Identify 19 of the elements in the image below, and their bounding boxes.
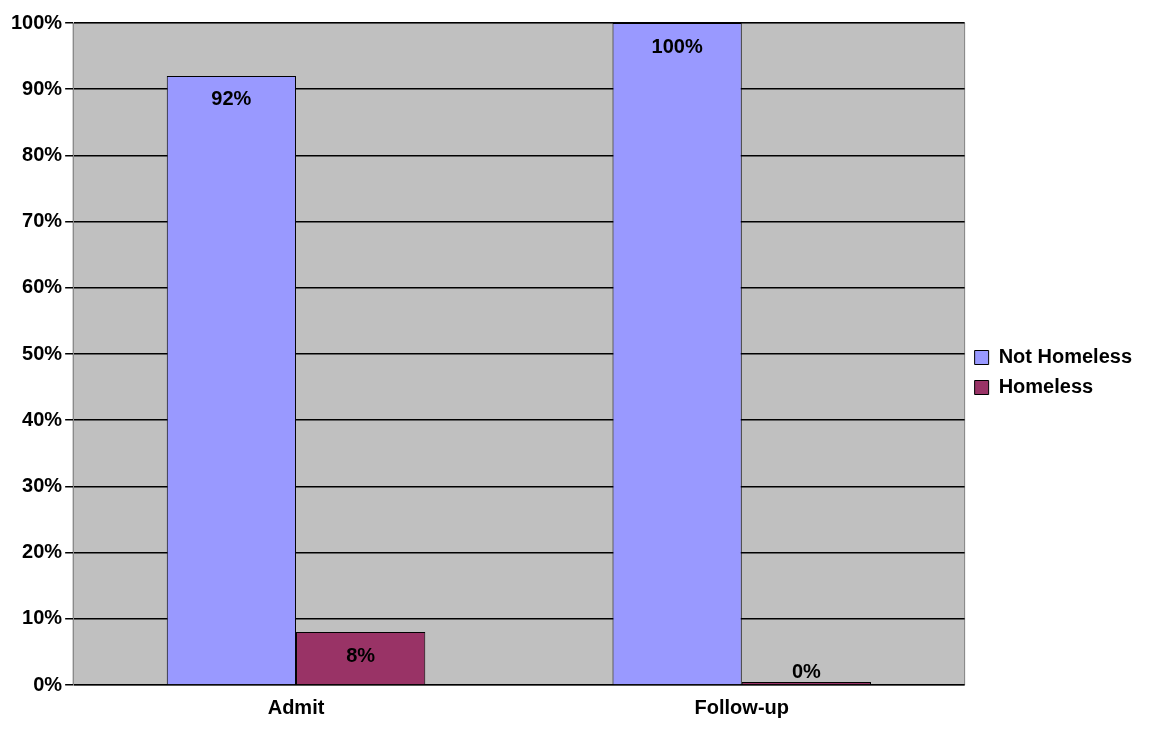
y-tick-label: 10% [22,606,63,629]
y-tick-label: 90% [22,76,63,99]
y-tick-label: 30% [22,473,63,496]
y-tick-label: 80% [22,142,63,165]
y-tick-label: 20% [22,540,63,563]
y-tick-label: 60% [22,275,63,298]
y-tick-label: 0% [33,672,63,695]
legend-label: Not Homeless [998,345,1133,368]
x-tick-label: Follow-up [694,695,789,718]
data-label: 0% [791,659,822,682]
y-tick-label: 50% [22,341,63,364]
y-tick-label: 40% [22,407,63,430]
data-label: 100% [651,34,703,57]
data-label: 92% [211,87,252,110]
y-tick-label: 100% [11,10,63,33]
legend-label: Homeless [998,375,1094,398]
y-tick-label: 70% [22,209,63,232]
data-label: 8% [346,643,376,666]
x-tick-label: Admit [267,695,325,718]
